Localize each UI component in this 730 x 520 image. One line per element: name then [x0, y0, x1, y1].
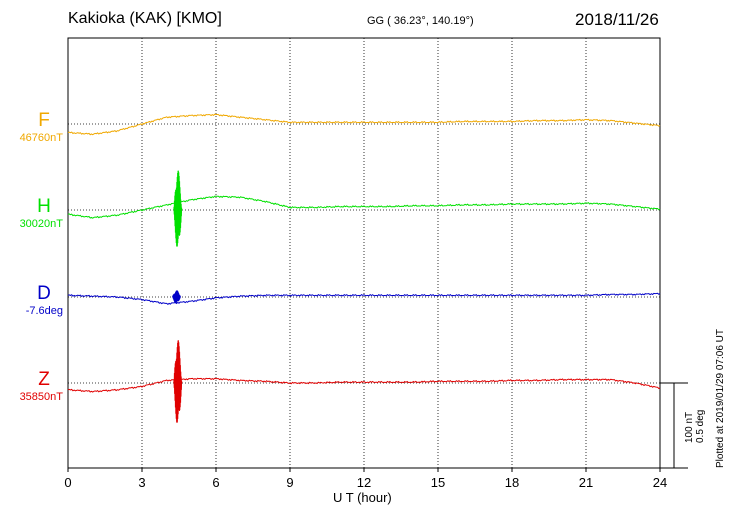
- scale-bar: 100 nT 0.5 deg: [660, 382, 706, 469]
- x-tick-label: 24: [653, 475, 667, 490]
- spike-burst-H: [173, 170, 183, 247]
- baseline-value-H: 30020nT: [20, 218, 64, 230]
- plotted-timestamp: Plotted at 2019/01/29 07:06 UT: [715, 329, 726, 468]
- grid: [141, 38, 587, 468]
- scale-bar-label-nt: 100 nT: [684, 412, 695, 443]
- x-tick-label: 9: [286, 475, 293, 490]
- component-label-D: D: [37, 283, 51, 304]
- baseline-value-F: 46760nT: [20, 132, 64, 144]
- component-label-Z: Z: [38, 369, 50, 390]
- baseline-value-D: -7.6deg: [26, 305, 63, 317]
- spike-burst-D: [172, 290, 181, 304]
- chart-title: Kakioka (KAK) [KMO]: [68, 10, 222, 27]
- series-line-H: [67, 195, 661, 219]
- component-label-F: F: [38, 110, 50, 131]
- chart-date: 2018/11/26: [575, 10, 659, 29]
- series-line-Z: [67, 377, 661, 393]
- x-tick-label: 21: [579, 475, 593, 490]
- component-label-H: H: [37, 196, 51, 217]
- x-tick-label: 0: [64, 475, 71, 490]
- baseline-value-Z: 35850nT: [20, 391, 64, 403]
- series-line-D: [67, 292, 661, 306]
- station-coordinates: GG ( 36.23°, 140.19°): [367, 15, 474, 27]
- x-tick-label: 12: [357, 475, 371, 490]
- x-tick-label: 15: [431, 475, 445, 490]
- x-axis-ticks: 0 3 6 9 12 15 18 21 24: [64, 468, 667, 490]
- x-tick-label: 3: [138, 475, 145, 490]
- plot-frame: [67, 37, 661, 469]
- spike-burst-Z: [173, 340, 183, 424]
- x-tick-label: 6: [212, 475, 219, 490]
- series-line-F: [67, 113, 661, 136]
- x-axis-label: U T (hour): [333, 490, 392, 505]
- x-tick-label: 18: [505, 475, 519, 490]
- scale-bar-label-deg: 0.5 deg: [695, 410, 706, 443]
